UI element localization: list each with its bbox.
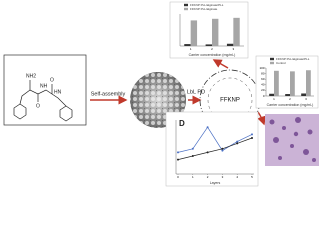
bar	[290, 71, 295, 96]
x-axis-label: Carrier concentration (mg/mL)	[189, 53, 236, 57]
x-tick-label: 4	[236, 175, 238, 179]
y-tick-label: 60	[261, 77, 265, 81]
bar	[306, 70, 311, 96]
legend-label: FFKNP PLL/alginate	[190, 7, 218, 11]
atom-label: O	[50, 77, 54, 83]
legend-swatch	[184, 3, 188, 7]
bar	[184, 44, 191, 46]
point	[221, 147, 224, 150]
arrow	[212, 59, 229, 69]
x-tick-label: 1	[273, 97, 275, 101]
point	[206, 126, 209, 129]
x-axis-label: Carrier concentration (mg/mL)	[267, 103, 314, 107]
molecule-box	[3, 54, 87, 126]
x-tick-label: 5	[251, 175, 253, 179]
x-tick-label: 3	[232, 47, 234, 51]
legend-swatch	[270, 57, 274, 61]
molecule-labels: NH2 O NH HN O	[26, 73, 62, 109]
line	[177, 126, 253, 153]
bar	[190, 20, 198, 46]
x-tick-label: 0	[177, 175, 179, 179]
line	[177, 137, 253, 160]
cells	[269, 117, 316, 162]
bar	[233, 17, 240, 46]
legend-label: FFKNP PLL/alginate/PLL	[190, 3, 224, 7]
bar	[285, 94, 290, 96]
atom-label: O	[36, 103, 40, 109]
legend-swatch	[270, 61, 274, 65]
bond	[19, 89, 67, 107]
bar	[274, 70, 279, 96]
y-tick-label: 20	[261, 88, 265, 92]
particle-layer	[207, 77, 253, 123]
point	[251, 133, 253, 136]
point	[251, 137, 253, 139]
point	[177, 158, 179, 161]
step-label: Self-assembly	[91, 91, 126, 97]
bar	[212, 18, 219, 46]
arrow	[257, 111, 266, 126]
legend-label: FFKNP PLL/alginate/PLL	[276, 57, 310, 61]
y-tick-label: 100	[259, 66, 264, 70]
x-tick-label: 2	[289, 97, 291, 101]
molecule	[3, 54, 87, 126]
x-tick-label: 1	[190, 47, 192, 51]
point	[236, 142, 239, 145]
y-tick-label: 0	[263, 94, 265, 98]
atom-label: NH	[40, 83, 48, 89]
bar	[205, 44, 212, 46]
graphical-abstract: NH2 O NH HN O Self-assembly LbL PD FFKNP…	[3, 1, 319, 187]
legend-label: Control	[276, 61, 286, 65]
point	[191, 147, 194, 150]
y-tick-label: 80	[261, 71, 265, 75]
particle-label: FFKNP	[220, 98, 240, 104]
x-tick-label: 2	[207, 175, 209, 179]
x-axis-label: Layers	[210, 181, 221, 185]
panel-label: D	[179, 119, 185, 128]
step-label: LbL PD	[187, 89, 205, 95]
bar	[301, 93, 306, 96]
bar	[226, 43, 234, 46]
point	[177, 151, 179, 154]
chart-panel	[165, 111, 259, 187]
x-tick-label: 3	[305, 97, 307, 101]
x-tick-label: 3	[222, 175, 224, 179]
x-tick-label: 2	[211, 47, 213, 51]
legend-swatch	[184, 7, 188, 11]
x-tick-label: 1	[192, 175, 194, 179]
point	[221, 149, 224, 152]
bar	[269, 93, 274, 96]
atom-label: HN	[54, 89, 62, 95]
point	[206, 151, 209, 154]
point	[191, 155, 194, 157]
y-tick-label: 40	[261, 83, 265, 87]
point	[236, 140, 239, 143]
atom-label: NH2	[26, 73, 36, 79]
